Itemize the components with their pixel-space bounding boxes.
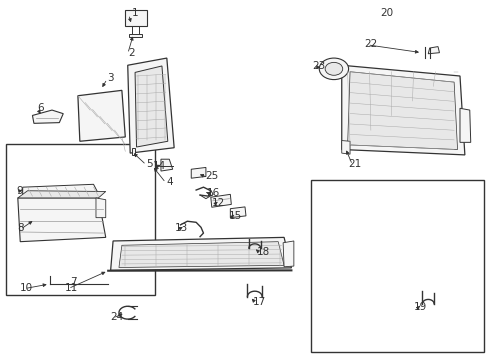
Polygon shape bbox=[135, 66, 168, 147]
Polygon shape bbox=[32, 110, 63, 123]
Text: 12: 12 bbox=[212, 198, 225, 208]
Polygon shape bbox=[96, 198, 106, 218]
Polygon shape bbox=[161, 159, 172, 171]
Text: 5: 5 bbox=[147, 159, 153, 169]
Text: 14: 14 bbox=[153, 161, 166, 171]
Polygon shape bbox=[111, 237, 292, 270]
Polygon shape bbox=[428, 46, 440, 54]
Polygon shape bbox=[460, 108, 471, 142]
Polygon shape bbox=[132, 148, 135, 155]
Polygon shape bbox=[191, 167, 206, 178]
Polygon shape bbox=[283, 241, 294, 267]
Polygon shape bbox=[18, 198, 106, 242]
Text: 25: 25 bbox=[205, 171, 219, 181]
Text: 4: 4 bbox=[166, 177, 172, 187]
Text: 17: 17 bbox=[253, 297, 266, 307]
Text: 16: 16 bbox=[207, 188, 220, 198]
Circle shape bbox=[319, 58, 348, 80]
Text: 8: 8 bbox=[17, 224, 24, 233]
Text: 18: 18 bbox=[256, 247, 270, 257]
Polygon shape bbox=[342, 140, 350, 154]
Text: 2: 2 bbox=[128, 48, 135, 58]
Polygon shape bbox=[347, 72, 458, 149]
Text: 13: 13 bbox=[175, 224, 188, 233]
Bar bbox=[311, 180, 485, 352]
Polygon shape bbox=[211, 194, 231, 207]
Text: 9: 9 bbox=[16, 186, 23, 196]
Text: 24: 24 bbox=[110, 312, 123, 322]
Polygon shape bbox=[18, 191, 106, 198]
Text: 22: 22 bbox=[365, 39, 378, 49]
Polygon shape bbox=[23, 184, 98, 196]
Text: 11: 11 bbox=[65, 283, 78, 293]
Text: 19: 19 bbox=[414, 302, 427, 312]
Text: 23: 23 bbox=[313, 61, 326, 71]
Text: 10: 10 bbox=[20, 283, 33, 293]
Text: 15: 15 bbox=[229, 211, 242, 221]
Polygon shape bbox=[78, 90, 125, 141]
Text: 7: 7 bbox=[70, 277, 76, 287]
Text: 20: 20 bbox=[380, 8, 393, 18]
Polygon shape bbox=[119, 242, 284, 267]
Polygon shape bbox=[128, 58, 174, 153]
Text: 6: 6 bbox=[37, 103, 44, 113]
Text: 21: 21 bbox=[348, 159, 362, 169]
Polygon shape bbox=[230, 207, 246, 218]
Circle shape bbox=[325, 62, 343, 75]
Polygon shape bbox=[125, 10, 147, 26]
Polygon shape bbox=[342, 65, 465, 155]
Text: 3: 3 bbox=[107, 73, 114, 83]
Polygon shape bbox=[129, 34, 143, 37]
Bar bbox=[5, 144, 155, 295]
Text: 1: 1 bbox=[132, 8, 138, 18]
